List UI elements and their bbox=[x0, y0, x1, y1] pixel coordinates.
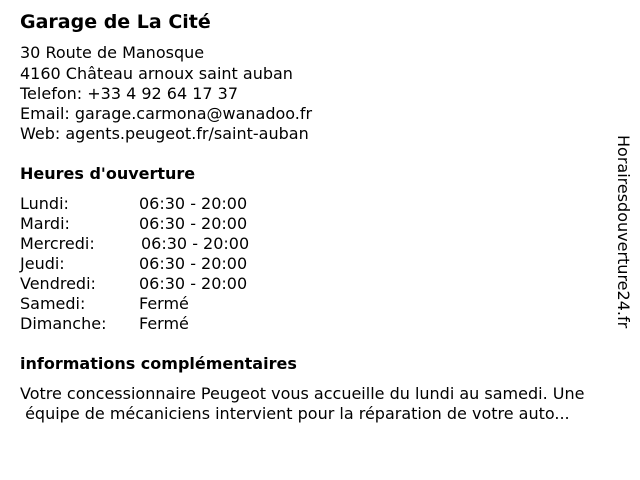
day-label: Dimanche: bbox=[20, 314, 107, 333]
info-text-line: Votre concessionnaire Peugeot vous accue… bbox=[20, 384, 585, 403]
email-line: Email: garage.carmona@wanadoo.fr bbox=[20, 104, 313, 123]
side-brand-watermark: Horairesdouverture24.fr bbox=[614, 135, 633, 329]
day-time: Fermé bbox=[139, 314, 189, 333]
web-line: Web: agents.peugeot.fr/saint-auban bbox=[20, 124, 309, 143]
phone-line: Telefon: +33 4 92 64 17 37 bbox=[20, 84, 239, 103]
day-label: Mardi: bbox=[20, 214, 70, 233]
day-time: 06:30 - 20:00 bbox=[139, 274, 248, 293]
page-title: Garage de La Cité bbox=[20, 11, 211, 33]
day-label: Lundi: bbox=[20, 194, 69, 213]
day-label: Jeudi: bbox=[20, 254, 65, 273]
day-time: 06:30 - 20:00 bbox=[139, 194, 248, 213]
day-time: 06:30 - 20:00 bbox=[139, 214, 248, 233]
city-line: 4160 Château arnoux saint auban bbox=[20, 64, 293, 83]
address-line: 30 Route de Manosque bbox=[20, 43, 205, 62]
day-time: Fermé bbox=[139, 294, 189, 313]
day-label: Samedi: bbox=[20, 294, 86, 313]
info-text-line: équipe de mécaniciens intervient pour la… bbox=[20, 404, 570, 423]
day-time: 06:30 - 20:00 bbox=[139, 254, 248, 273]
hours-heading: Heures d'ouverture bbox=[20, 164, 196, 183]
day-label: Mercredi: bbox=[20, 234, 95, 253]
info-heading: informations complémentaires bbox=[20, 354, 297, 373]
day-label: Vendredi: bbox=[20, 274, 96, 293]
day-time: 06:30 - 20:00 bbox=[141, 234, 250, 253]
